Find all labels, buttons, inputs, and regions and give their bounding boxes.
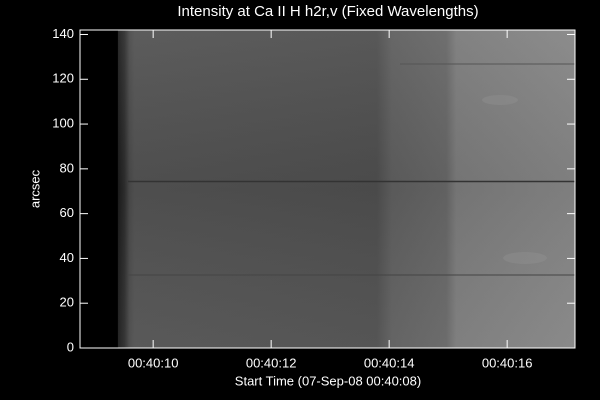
y-axis-label: arcsec: [27, 169, 42, 208]
y-tick-label: 20: [60, 295, 74, 310]
y-tick-label: 120: [52, 71, 74, 86]
image-feature: [482, 95, 518, 105]
image-feature: [503, 252, 547, 264]
y-tick-label: 60: [60, 205, 74, 220]
y-tick-label: 100: [52, 115, 74, 130]
x-tick-label: 00:40:12: [246, 355, 297, 370]
image-shading: [118, 30, 575, 348]
y-tick-label: 40: [60, 250, 74, 265]
x-tick-label: 00:40:16: [482, 355, 533, 370]
chart-title: Intensity at Ca II H h2r,v (Fixed Wavele…: [177, 3, 478, 20]
y-tick-label: 140: [52, 26, 74, 41]
plot-frame: [79, 29, 576, 349]
y-tick-label: 0: [67, 339, 74, 354]
x-axis-label: Start Time (07-Sep-08 00:40:08): [235, 373, 421, 388]
y-tick-label: 80: [60, 160, 74, 175]
x-tick-label: 00:40:14: [364, 355, 415, 370]
x-tick-label: 00:40:10: [128, 355, 179, 370]
